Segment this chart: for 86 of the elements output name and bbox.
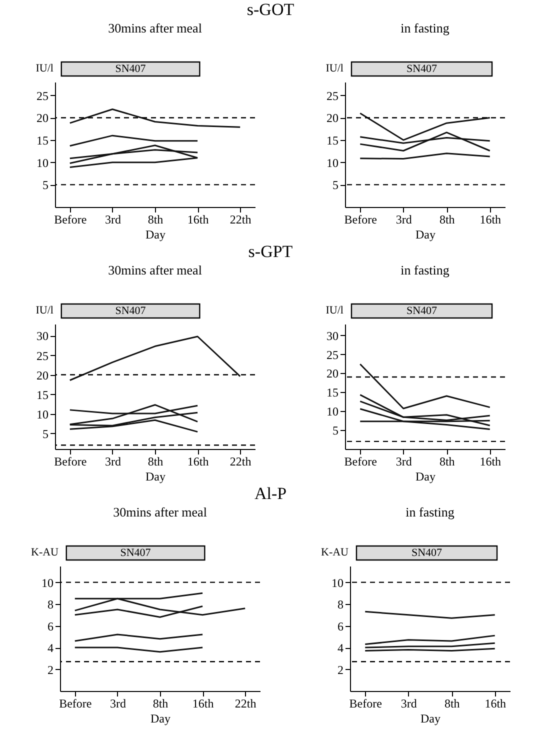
- y-axis-title: K-AU: [30, 546, 58, 558]
- y-tick-label: 10: [326, 156, 339, 170]
- y-tick-label: 25: [36, 348, 48, 363]
- text: SN407: [406, 305, 438, 317]
- y-tick-label: 5: [42, 426, 48, 441]
- y-axis-title: IU/l: [36, 62, 54, 74]
- x-tick-label: 3rd: [104, 212, 121, 226]
- y-tick-label: 5: [332, 424, 339, 438]
- y-tick-label: 8: [47, 598, 54, 612]
- x-tick-label: 16th: [480, 454, 502, 468]
- y-axis-title: IU/l: [36, 304, 54, 316]
- y-tick-label: 20: [326, 111, 339, 126]
- y-tick-label: 10: [332, 576, 344, 590]
- text: SN407: [115, 305, 146, 317]
- chart-subtitle: in fasting: [400, 20, 450, 36]
- x-tick-label: 16th: [187, 454, 208, 468]
- x-axis-title: Day: [416, 470, 436, 484]
- x-tick-label: 8th: [152, 696, 168, 710]
- chart-subtitle: 30mins after meal: [112, 504, 208, 520]
- x-axis-title: Day: [150, 712, 170, 726]
- y-tick-label: 8: [338, 598, 344, 612]
- x-tick-label: 3rd: [396, 454, 412, 468]
- y-tick-label: 10: [36, 407, 48, 422]
- chart-title: Al-P: [253, 484, 288, 504]
- y-tick-label: 15: [36, 388, 48, 402]
- y-tick-label: 20: [36, 111, 48, 126]
- x-tick-label: 8th: [148, 454, 163, 468]
- x-tick-label: Before: [350, 696, 382, 710]
- y-tick-label: 20: [36, 368, 48, 382]
- y-tick-label: 2: [338, 662, 344, 677]
- chart-title: s-GOT: [246, 0, 296, 20]
- y-tick-label: 15: [326, 386, 339, 400]
- y-tick-label: 5: [42, 178, 48, 192]
- text: SN407: [120, 547, 152, 559]
- chart-title: s-GPT: [247, 242, 294, 262]
- x-tick-label: Before: [344, 454, 378, 468]
- x-tick-label: 22th: [230, 212, 252, 226]
- y-tick-label: 10: [326, 404, 339, 419]
- y-tick-label: 30: [36, 329, 48, 344]
- x-tick-label: Before: [54, 454, 86, 468]
- x-tick-label: 16th: [480, 212, 502, 226]
- x-axis-title: Day: [420, 712, 441, 726]
- x-tick-label: 3rd: [110, 696, 126, 710]
- x-tick-label: 8th: [148, 212, 163, 226]
- y-tick-label: 30: [326, 328, 339, 343]
- text: SN407: [412, 547, 443, 559]
- y-tick-label: 25: [326, 348, 339, 362]
- y-axis-title: K-AU: [321, 546, 349, 558]
- chart-subtitle: in fasting: [400, 262, 450, 278]
- y-axis-title: IU/l: [326, 62, 344, 74]
- y-tick-label: 6: [47, 619, 54, 634]
- x-tick-label: 22th: [230, 454, 252, 468]
- y-tick-label: 15: [36, 134, 48, 148]
- chart-subtitle: 30mins after meal: [108, 262, 202, 278]
- x-tick-label: Before: [344, 212, 378, 226]
- y-tick-label: 4: [47, 641, 54, 656]
- y-tick-label: 10: [36, 156, 48, 170]
- x-tick-label: 8th: [440, 454, 456, 468]
- y-tick-label: 25: [36, 88, 48, 103]
- text: SN407: [115, 63, 146, 75]
- x-tick-label: 3rd: [396, 212, 412, 226]
- x-tick-label: 8th: [444, 696, 460, 710]
- x-tick-label: 16th: [484, 696, 506, 710]
- x-axis-title: Day: [145, 228, 166, 242]
- y-tick-label: 10: [41, 576, 54, 590]
- y-tick-label: 6: [338, 619, 344, 634]
- x-tick-label: 3rd: [401, 696, 418, 710]
- y-tick-label: 20: [326, 366, 339, 381]
- y-axis-title: IU/l: [326, 304, 344, 316]
- y-tick-label: 25: [326, 88, 339, 103]
- x-tick-label: 22th: [234, 696, 256, 710]
- x-tick-label: 16th: [192, 696, 214, 710]
- y-tick-label: 5: [332, 178, 339, 192]
- x-tick-label: 3rd: [104, 454, 121, 468]
- text: SN407: [406, 63, 438, 75]
- chart-subtitle: in fasting: [406, 504, 456, 520]
- x-tick-label: Before: [54, 212, 86, 226]
- chart-subtitle: 30mins after meal: [108, 20, 202, 36]
- x-axis-title: Day: [416, 228, 436, 242]
- y-tick-label: 2: [47, 662, 54, 677]
- y-tick-label: 15: [326, 134, 339, 148]
- x-tick-label: 16th: [187, 212, 208, 226]
- x-tick-label: Before: [58, 696, 92, 710]
- y-tick-label: 4: [338, 641, 344, 656]
- x-axis-title: Day: [145, 470, 166, 484]
- x-tick-label: 8th: [440, 212, 456, 226]
